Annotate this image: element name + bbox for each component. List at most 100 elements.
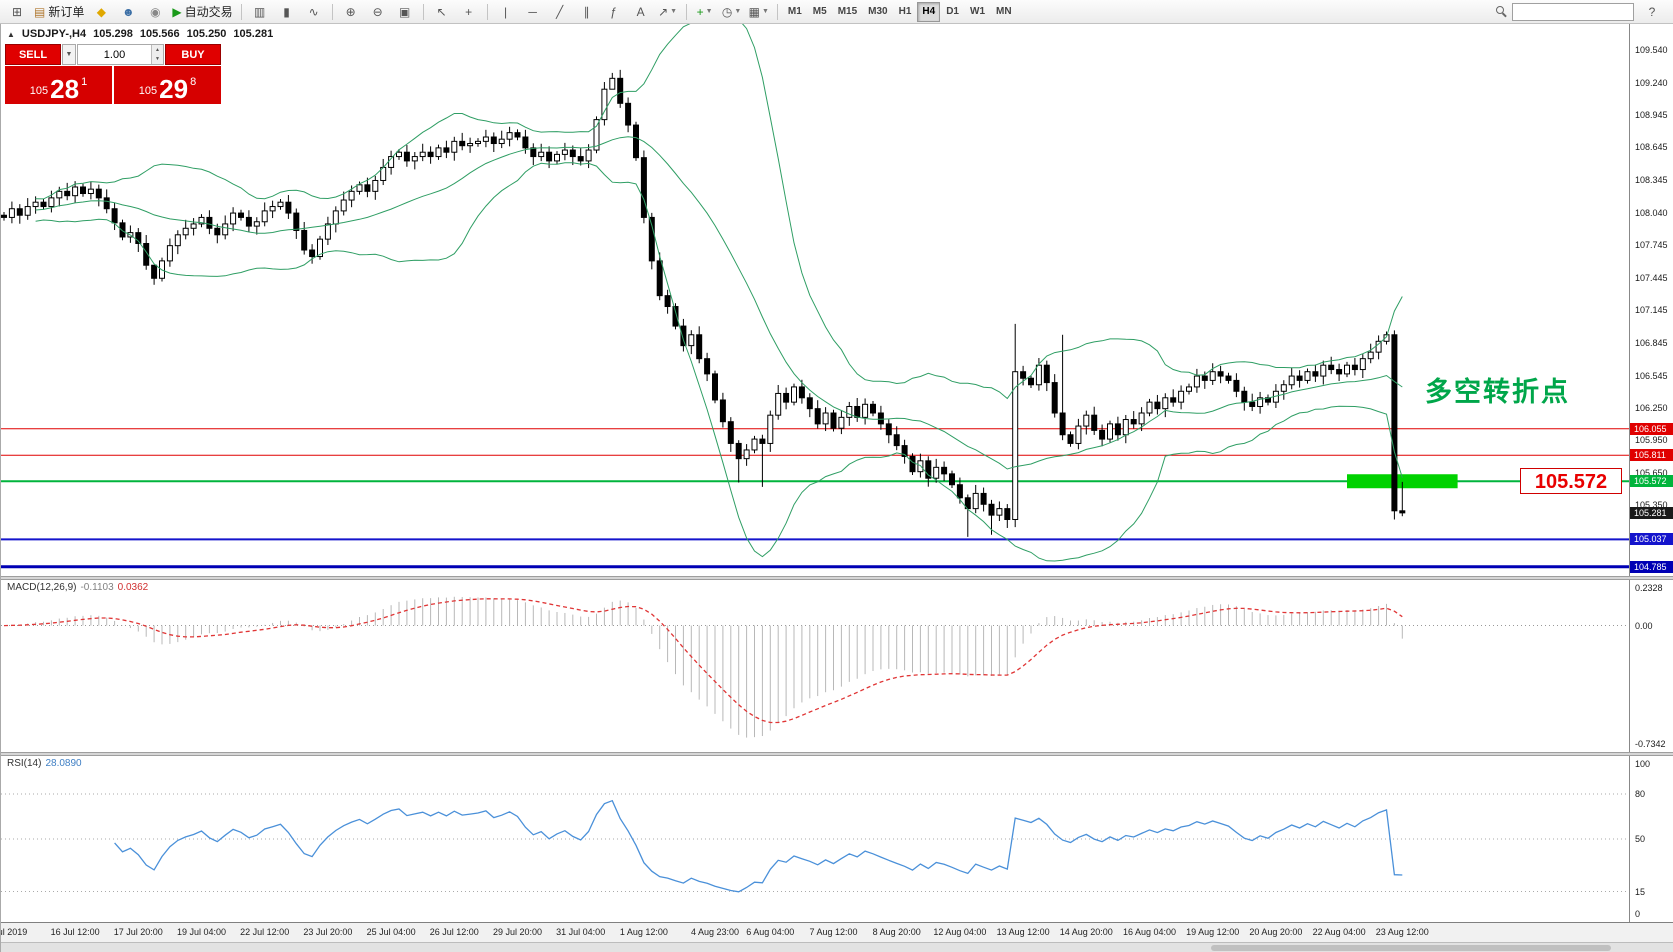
zoom-in-icon: ⊕: [345, 4, 356, 19]
zoom-out-button[interactable]: ⊖: [365, 1, 391, 23]
macd-axis-label: -0.7342: [1635, 739, 1666, 749]
price-level-tag[interactable]: 105.572: [1630, 475, 1673, 488]
price-axis[interactable]: 109.540 109.240 108.945 108.645 108.345 108.0…: [1629, 24, 1673, 922]
time-axis-label: 4 Aug 23:00: [690, 927, 740, 937]
collapse-icon[interactable]: ▲: [7, 29, 15, 39]
chart-annotation-text: 多空转折点: [1425, 377, 1570, 407]
symbol-search-input[interactable]: [1512, 2, 1634, 21]
timeframe-tab-D1[interactable]: D1: [946, 6, 959, 17]
fibonacci-icon: ƒ: [610, 4, 617, 19]
chart-grid-button[interactable]: ⊞: [4, 1, 30, 23]
chevron-down-icon: ▼: [734, 8, 742, 15]
buy-price-big: 29: [159, 74, 189, 104]
price-level-tag[interactable]: 105.811: [1630, 449, 1673, 462]
profile-button[interactable]: ☻: [115, 1, 141, 23]
timeframe-tab-M15[interactable]: M15: [837, 6, 858, 17]
channel-button[interactable]: ∥: [574, 1, 600, 23]
timeframe-tab-M30[interactable]: M30: [868, 6, 888, 17]
trendline-button[interactable]: ╱: [547, 1, 573, 23]
ohlc-open: 105.298: [93, 28, 133, 40]
periods-button[interactable]: ◷ ▼: [719, 1, 745, 23]
macd-name: MACD(12,26,9): [7, 582, 77, 593]
notifications-button[interactable]: ◉: [142, 1, 168, 23]
ohlc-high: 105.566: [139, 28, 180, 40]
indicators-button[interactable]: + ▼: [692, 1, 718, 23]
price-level-tag[interactable]: 104.785: [1630, 560, 1673, 573]
zoom-in-button[interactable]: ⊕: [338, 1, 364, 23]
time-axis-label: 17 Jul 20:00: [113, 927, 163, 937]
macd-panel-canvas[interactable]: [1, 580, 1629, 752]
toolbar: ⊞ ▤ 新订单 ◆ ☻ ◉ ▶ 自动交易 ▥ ▮ ∿ ⊕ ⊖ ▣ ↖ + | ─ ╱ ∥ ƒ A ↗ ▼ + ▼ ◷ ▼ ▦ ▼ M1 M5 M…: [0, 0, 1673, 24]
price-axis-label: 105.350: [1635, 500, 1668, 511]
buy-button[interactable]: BUY: [165, 44, 221, 65]
vertical-line-button[interactable]: |: [493, 1, 519, 23]
volume-down-icon[interactable]: ▼: [152, 54, 163, 64]
key-level-price-label: 105.572: [1520, 468, 1622, 494]
line-chart-button[interactable]: ∿: [301, 1, 327, 23]
volume-up-icon[interactable]: ▲: [152, 45, 163, 55]
cursor-button[interactable]: ↖: [429, 1, 455, 23]
help-button[interactable]: ?: [1648, 4, 1656, 19]
time-axis-label: 15 Jul 2019: [1, 927, 28, 937]
auto-trading-button[interactable]: ▶ 自动交易: [169, 1, 235, 23]
candlestick-chart-canvas[interactable]: [1, 24, 1629, 576]
horizontal-line-button[interactable]: ─: [520, 1, 546, 23]
candle-chart-button[interactable]: ▮: [274, 1, 300, 23]
volume-dropdown[interactable]: ▼: [62, 44, 76, 65]
rsi-panel-canvas[interactable]: [1, 756, 1629, 922]
time-axis-label: 23 Aug 12:00: [1375, 927, 1429, 937]
timeframe-tab-M1[interactable]: M1: [787, 6, 802, 17]
cursor-icon: ↖: [436, 4, 447, 19]
templates-icon: ▦: [748, 4, 760, 19]
sell-button[interactable]: SELL: [5, 44, 61, 65]
sell-price-big: 28: [50, 74, 80, 104]
timeframe-tab-MN[interactable]: MN: [996, 6, 1012, 17]
sell-price-display[interactable]: 105 28 1: [5, 66, 112, 104]
timeframe-tab-W1[interactable]: W1: [970, 6, 985, 17]
buy-price-display[interactable]: 105 29 8: [114, 66, 221, 104]
macd-signal-value: 0.0362: [117, 582, 149, 593]
scrollbar-thumb[interactable]: [1211, 945, 1611, 951]
templates-button[interactable]: ▦ ▼: [746, 1, 772, 23]
volume-stepper[interactable]: ▲ ▼: [151, 45, 163, 64]
favorites-button[interactable]: ◆: [88, 1, 114, 23]
search-icon: [1496, 6, 1507, 17]
timeframe-tab-H1[interactable]: H1: [898, 6, 912, 17]
timeframe-tab-M5[interactable]: M5: [812, 6, 827, 17]
rsi-value: 28.0890: [45, 758, 82, 769]
arrows-button[interactable]: ↗ ▼: [655, 1, 681, 23]
panel-splitter-rsi[interactable]: [1, 752, 1673, 756]
toolbar-separator: [240, 3, 242, 20]
indicators-icon: +: [696, 4, 704, 19]
macd-axis-label: 0.00: [1635, 620, 1653, 631]
horizontal-scrollbar[interactable]: [1, 942, 1673, 952]
price-axis-label: 105.650: [1635, 467, 1668, 478]
current-price-tag[interactable]: 105.281: [1630, 506, 1673, 519]
candles: [1, 69, 1406, 537]
macd-main-value: -0.1103: [80, 582, 114, 593]
text-button[interactable]: A: [628, 1, 654, 23]
price-level-tag[interactable]: 106.055: [1630, 422, 1673, 435]
new-order-button[interactable]: ▤ 新订单: [31, 1, 87, 23]
price-axis-label: 108.645: [1635, 142, 1668, 153]
price-axis-label: 108.345: [1635, 174, 1668, 185]
favorites-icon: ◆: [96, 4, 106, 19]
price-axis-label: 109.240: [1635, 77, 1668, 88]
price-level-tag[interactable]: 105.037: [1630, 533, 1673, 546]
crosshair-button[interactable]: +: [456, 1, 482, 23]
toolbar-separator: [486, 3, 488, 20]
panel-splitter-macd[interactable]: [1, 576, 1673, 580]
time-axis[interactable]: 15 Jul 2019 16 Jul 12:00 17 Jul 20:00 19 Ju…: [1, 922, 1673, 942]
time-axis-label: 1 Aug 12:00: [619, 927, 668, 937]
fibonacci-button[interactable]: ƒ: [601, 1, 627, 23]
tile-windows-button[interactable]: ▣: [392, 1, 418, 23]
timeframe-tab-H4[interactable]: H4: [917, 1, 941, 22]
volume-input[interactable]: [78, 45, 151, 64]
line-chart-icon: ∿: [308, 4, 319, 19]
bar-chart-button[interactable]: ▥: [247, 1, 273, 23]
arrows-icon: ↗: [658, 4, 669, 19]
bollinger-upper-band: [35, 24, 1403, 400]
toolbar-right: ?: [1496, 1, 1669, 23]
symbol-timeframe-label: USDJPY-,H4: [21, 28, 87, 40]
notifications-icon: ◉: [150, 4, 161, 19]
